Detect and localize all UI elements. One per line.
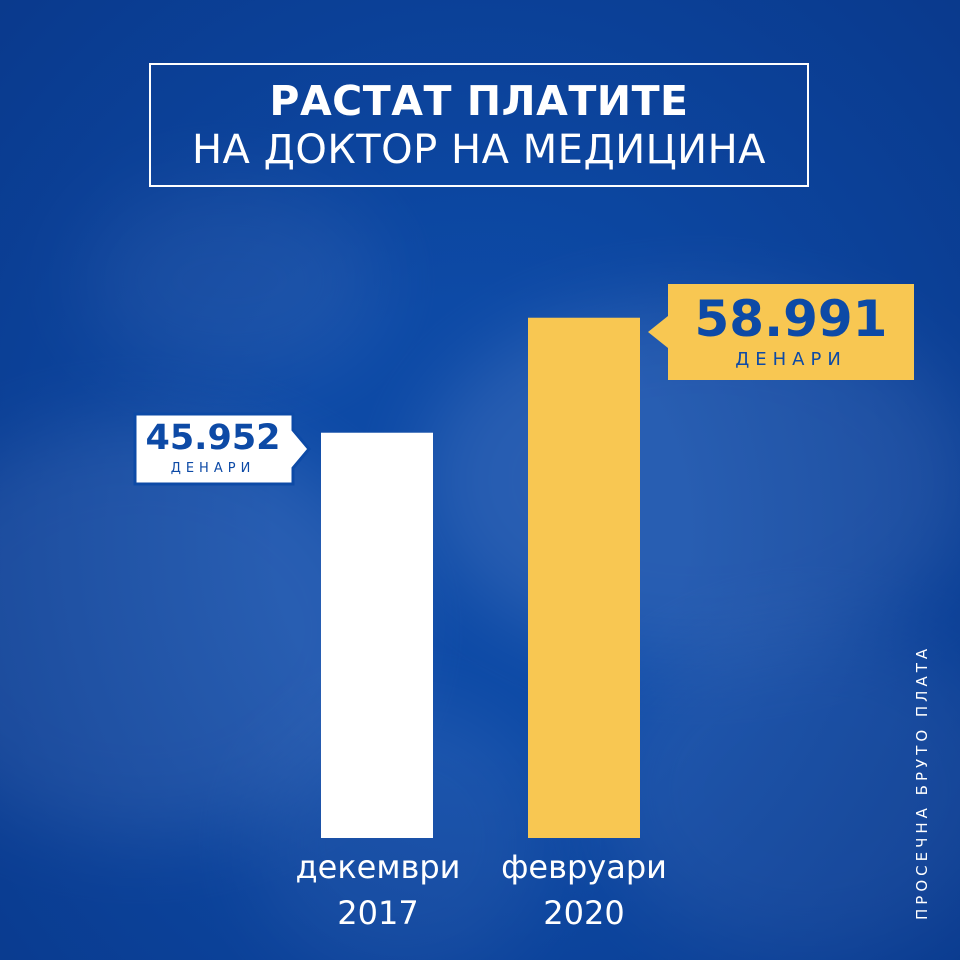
value-label-2020: 58.991: [694, 290, 888, 348]
title-line-1: РАСТАТ ПЛАТИТЕ: [269, 77, 689, 125]
unit-label-2017: ДЕНАРИ: [170, 461, 256, 476]
unit-label-2020: ДЕНАРИ: [735, 349, 847, 370]
title-box: РАСТАТ ПЛАТИТЕ НА ДОКТОР НА МЕДИЦИНА: [149, 63, 809, 187]
x-label-2017-month: декември: [296, 848, 461, 886]
side-note: ПРОСЕЧНА БРУТО ПЛАТА: [913, 644, 931, 920]
x-label-2017-year: 2017: [337, 894, 418, 932]
value-callout-2020: 58.991 ДЕНАРИ: [648, 284, 914, 380]
bar-february-2020: [528, 317, 640, 838]
x-label-2020-month: февруари: [501, 848, 667, 886]
bar-december-2017: [321, 432, 433, 838]
callout-shape: [648, 284, 914, 380]
x-label-2020-year: 2020: [543, 894, 624, 932]
value-label-2017: 45.952: [145, 418, 281, 458]
title-line-2: НА ДОКТОР НА МЕДИЦИНА: [191, 127, 767, 173]
value-callout-2017: 45.952 ДЕНАРИ: [133, 412, 313, 486]
callout-shape: [133, 412, 311, 486]
